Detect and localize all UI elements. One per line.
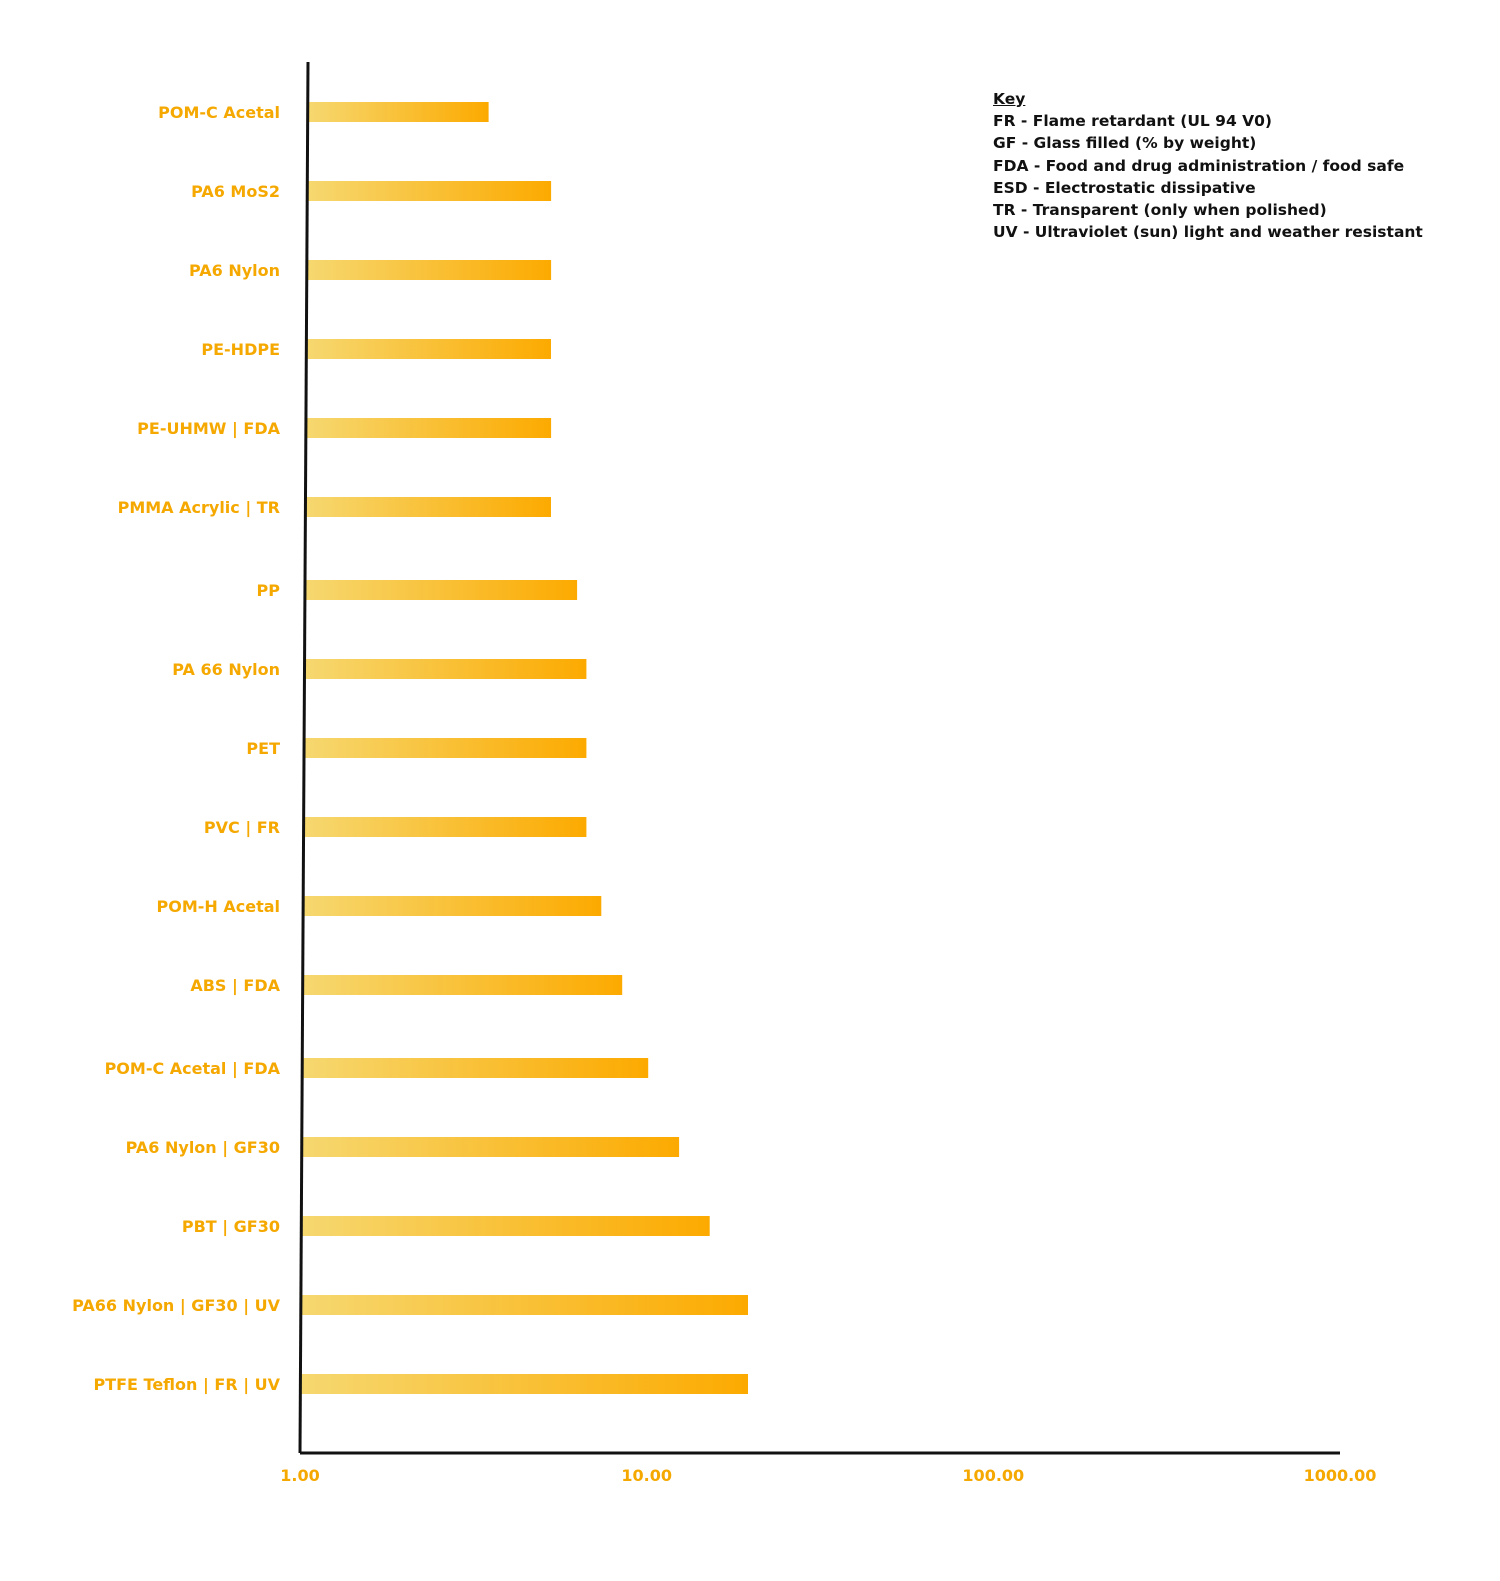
- legend-key: Key FR - Flame retardant (UL 94 V0) GF -…: [993, 88, 1423, 243]
- category-label-6: PP: [257, 581, 281, 600]
- category-label-16: PTFE Teflon | FR | UV: [93, 1375, 280, 1395]
- category-label-1: PA6 MoS2: [191, 182, 280, 201]
- category-label-2: PA6 Nylon: [189, 261, 280, 280]
- category-label-8: PET: [246, 739, 280, 758]
- category-label-4: PE-UHMW | FDA: [137, 419, 280, 439]
- category-label-11: ABS | FDA: [190, 976, 280, 996]
- category-label-15: PA66 Nylon | GF30 | UV: [72, 1296, 280, 1316]
- key-item-gf: GF - Glass filled (% by weight): [993, 134, 1257, 153]
- key-item-fr: FR - Flame retardant (UL 94 V0): [993, 112, 1273, 131]
- category-label-10: POM-H Acetal: [157, 897, 281, 916]
- key-item-uv: UV - Ultraviolet (sun) light and weather…: [993, 223, 1423, 242]
- category-label-14: PBT | GF30: [182, 1217, 280, 1237]
- x-tick-label-1: 10.00: [621, 1466, 672, 1485]
- category-label-3: PE-HDPE: [201, 340, 280, 359]
- bar-8: [305, 738, 587, 758]
- category-label-7: PA 66 Nylon: [172, 660, 280, 679]
- bar-4: [306, 418, 552, 438]
- bar-13: [302, 1137, 680, 1157]
- bar-15: [301, 1295, 748, 1315]
- x-tick-label-0: 1.00: [280, 1466, 319, 1485]
- y-axis-line: [298, 61, 310, 1454]
- bar-2: [307, 260, 552, 280]
- bar-16: [301, 1374, 748, 1394]
- x-tick-label-3: 1000.00: [1304, 1466, 1377, 1485]
- category-label-0: POM-C Acetal: [158, 103, 280, 122]
- bar-7: [305, 659, 587, 679]
- bar-11: [303, 975, 623, 995]
- bar-6: [306, 580, 578, 600]
- category-label-9: PVC | FR: [204, 818, 280, 838]
- category-label-13: PA6 Nylon | GF30: [126, 1138, 280, 1158]
- x-tick-labels-group: 1.00 10.00 100.00 1000.00: [280, 1466, 1376, 1485]
- category-labels-group: POM-C Acetal PA6 MoS2 PA6 Nylon PE-HDPE PE-U…: [72, 103, 280, 1395]
- x-tick-label-2: 100.00: [962, 1466, 1024, 1485]
- key-item-fda: FDA - Food and drug administration / foo…: [993, 156, 1405, 175]
- bars-group: [301, 102, 748, 1394]
- category-label-5: PMMA Acrylic | TR: [118, 498, 280, 518]
- bar-14: [302, 1216, 710, 1236]
- bar-1: [308, 181, 552, 201]
- bar-0: [308, 102, 489, 122]
- key-item-esd: ESD - Electrostatic dissipative: [993, 178, 1256, 197]
- bar-5: [306, 497, 551, 517]
- key-title: Key: [993, 90, 1026, 108]
- key-item-tr: TR - Transparent (only when polished): [993, 201, 1327, 220]
- bar-3: [307, 339, 551, 359]
- bar-9: [304, 817, 587, 837]
- category-label-12: POM-C Acetal | FDA: [105, 1059, 281, 1079]
- bar-12: [303, 1058, 649, 1078]
- bar-10: [304, 896, 602, 916]
